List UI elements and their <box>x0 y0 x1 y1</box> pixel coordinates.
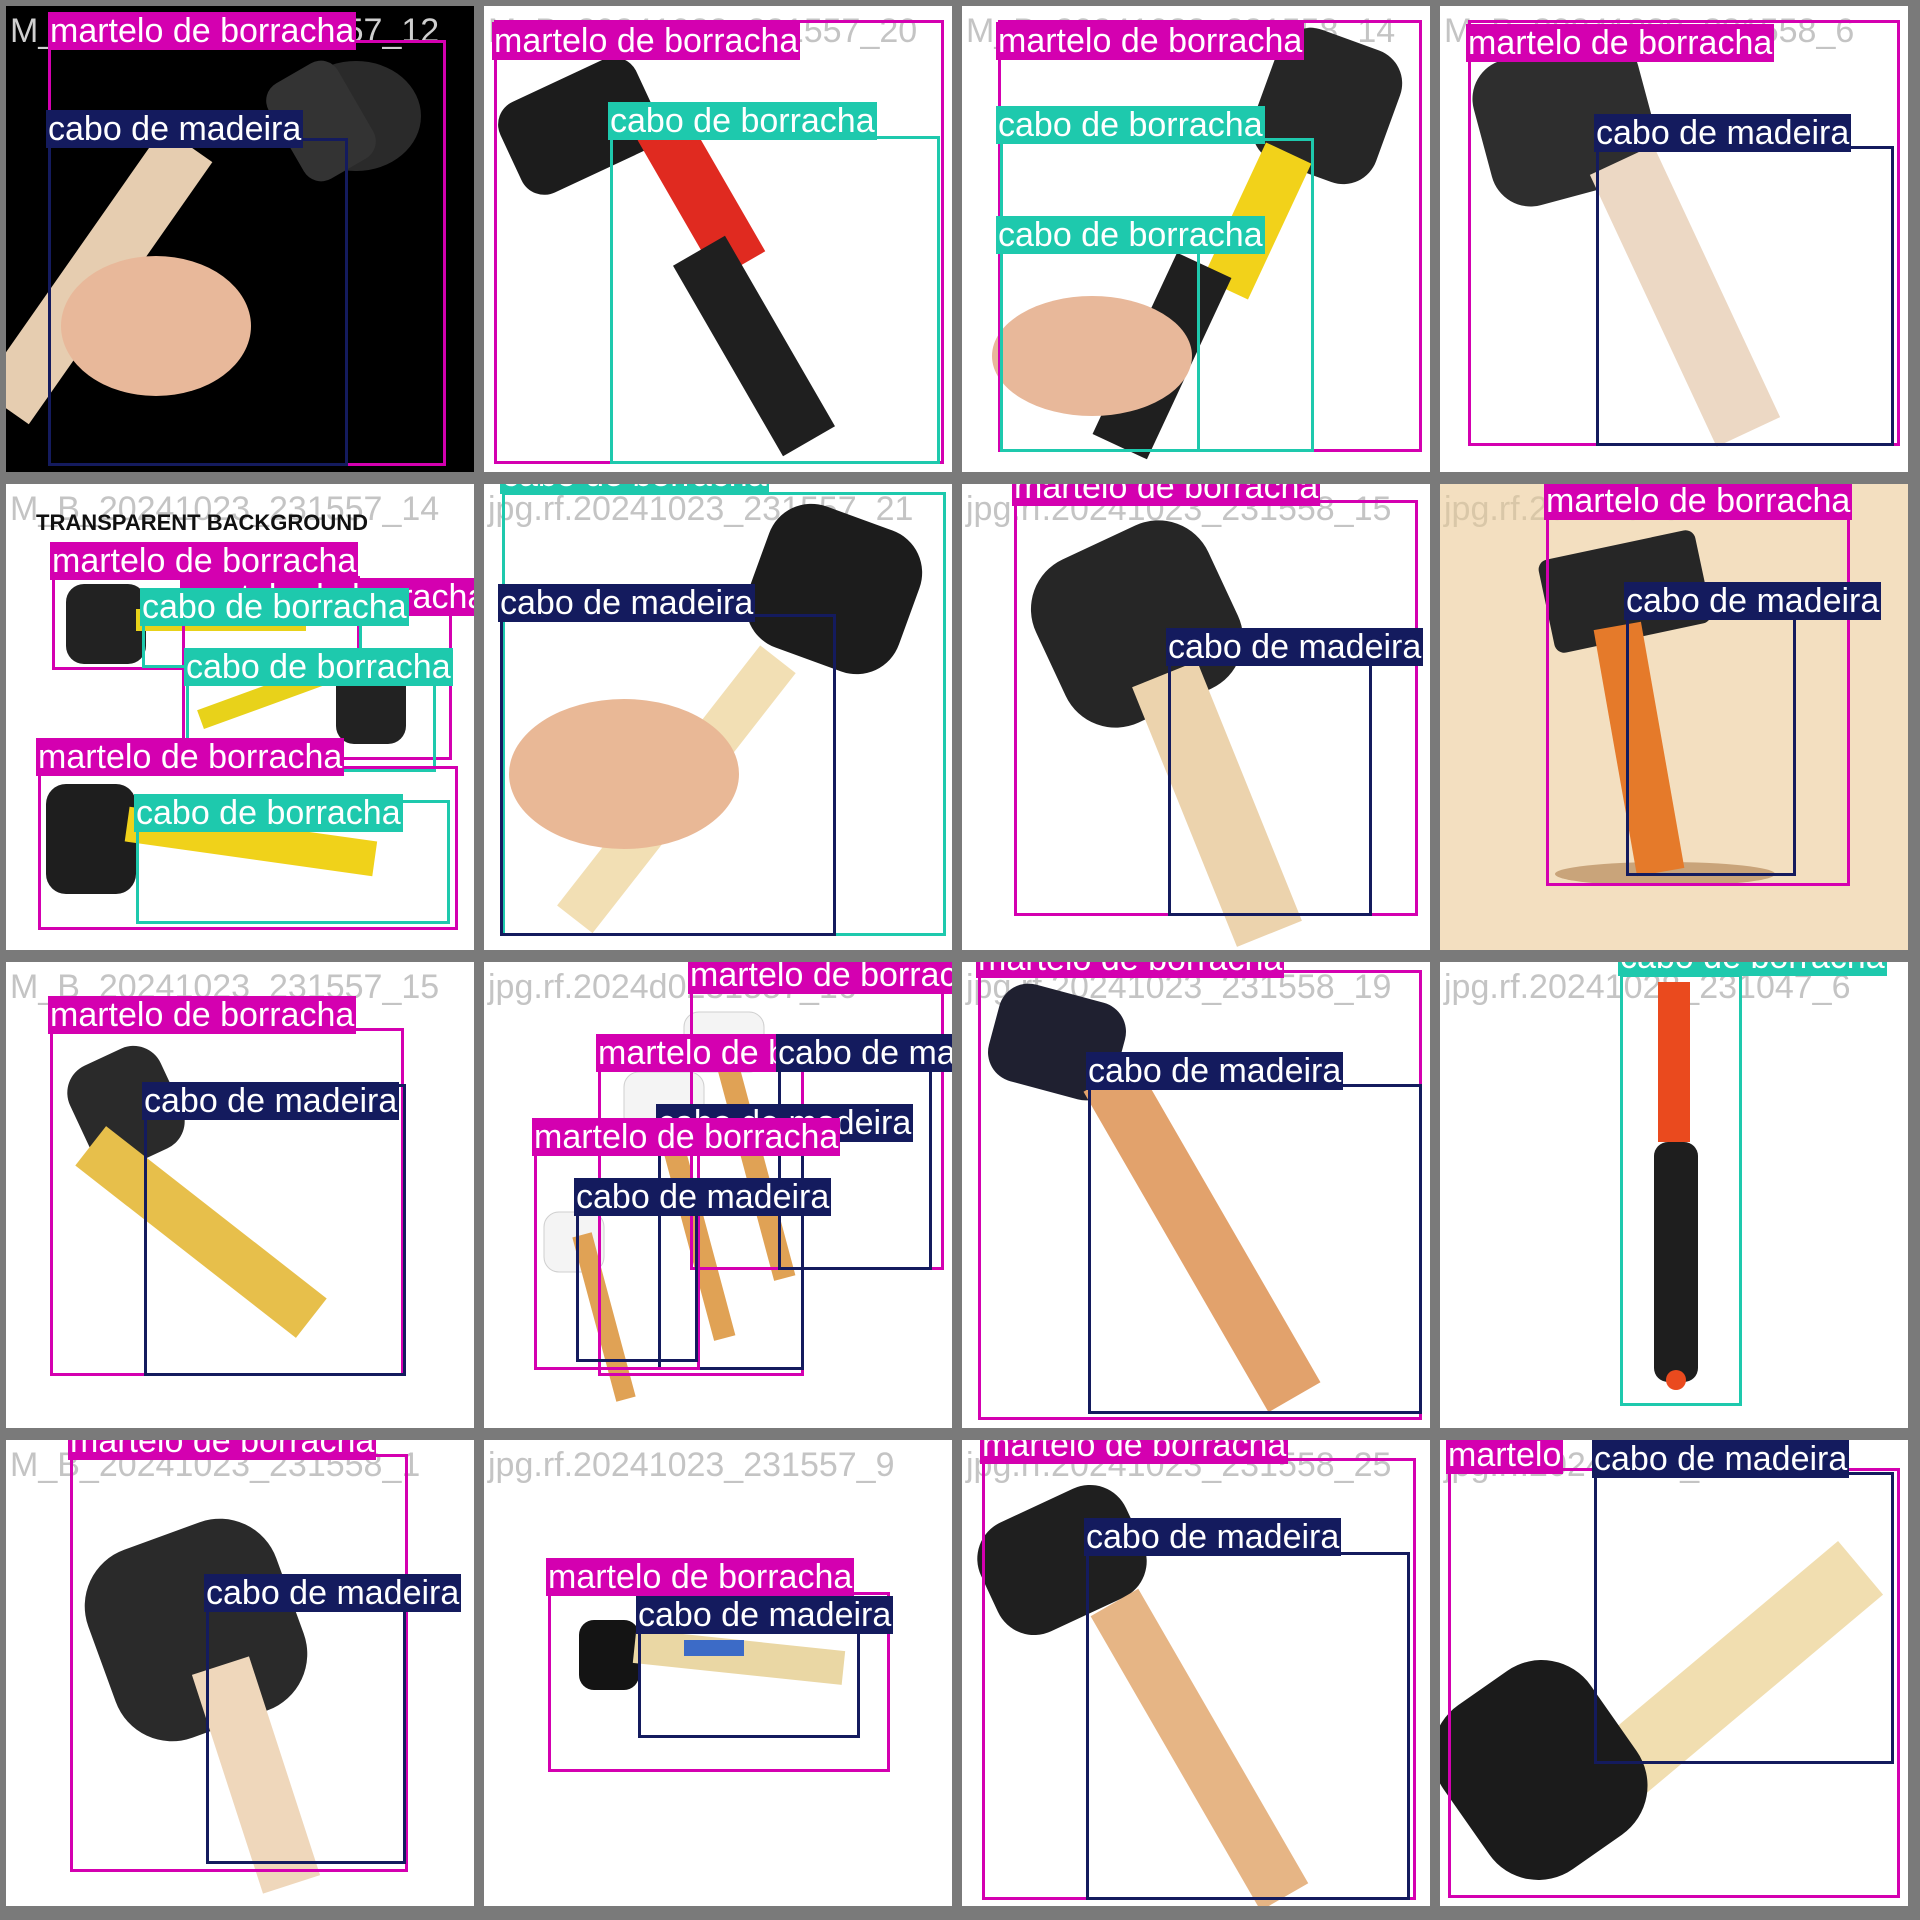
label-rubber-handle: cabo de borracha <box>1618 962 1887 976</box>
label-rubber-handle: cabo de borracha <box>608 102 877 140</box>
label-mallet: martelo de borracha <box>492 22 801 60</box>
label-mallet: martelo de borracha <box>546 1558 855 1596</box>
label-mallet: martelo de borracha <box>68 1440 377 1460</box>
label-wood-handle: cabo de madeira <box>1624 582 1882 620</box>
label-wood-handle: cabo de madeira <box>46 110 304 148</box>
tile-14: jpg.rf.20241023_231557_9 martelo de borr… <box>484 1440 952 1906</box>
tile-13: M_B_20241023_231558_1 martelo de borrach… <box>6 1440 474 1906</box>
tile-1: M_B_20241023_231557_12 martelo de borrac… <box>6 6 474 472</box>
mallet-photo <box>509 503 923 934</box>
tile-6: jpg.rf.20241023_231557_21 cabo de borrac… <box>484 484 952 950</box>
label-rubber-handle: cabo de borracha <box>134 794 403 832</box>
label-mallet: martelo de borracha <box>36 738 345 776</box>
label-wood-handle: cabo de madeira <box>1166 628 1424 666</box>
mallet-photo <box>579 1620 846 1690</box>
label-wood-handle: cabo de madeira <box>1594 114 1852 152</box>
label-rubber-handle: cabo de borracha <box>140 588 409 626</box>
bbox-wood-handle <box>1594 1472 1894 1764</box>
label-wood-handle: cabo de madeira <box>776 1034 952 1072</box>
label-mallet: martelo de borracha <box>48 12 357 50</box>
bbox-rubber-handle <box>1000 248 1200 452</box>
label-mallet: martelo de borracha <box>976 962 1285 978</box>
label-mallet: martelo de borracha <box>50 542 359 580</box>
tile-7: jpg.rf.20241023_231558_15 martelo de bor… <box>962 484 1430 950</box>
label-mallet: martelo de borracha <box>996 22 1305 60</box>
label-wood-handle: cabo de madeira <box>1086 1052 1344 1090</box>
tile-12: jpg.rf.20241028_231047_6 cabo de borrach… <box>1440 962 1908 1428</box>
mallet-photo <box>67 1045 327 1338</box>
label-mallet: martelo de borracha <box>688 962 952 994</box>
mallet-photo <box>1030 520 1302 947</box>
label-rubber-handle: cabo de borracha <box>996 216 1265 254</box>
image-filename: jpg.rf.20241023_231557_9 <box>488 1446 895 1484</box>
bbox-wood-handle <box>1168 660 1372 916</box>
mallet-photo <box>498 57 835 457</box>
bbox-wood-handle <box>206 1606 406 1864</box>
tile-11: jpg.rf.20241023_231558_19 martelo de bor… <box>962 962 1430 1428</box>
tile-9: M_B_20241023_231557_15 martelo de borrac… <box>6 962 474 1428</box>
bbox-wood-handle <box>1626 614 1796 876</box>
label-rubber-handle: cabo de borracha <box>184 648 453 686</box>
tile-5: M_B_20241023_231557_14 TRANSPARENT BACKG… <box>6 484 474 950</box>
tile-3: M_B_20241023_231558_14 martelo de borrac… <box>962 6 1430 472</box>
label-mallet: martelo de borracha <box>980 1440 1289 1464</box>
label-wood-handle: cabo de madeira <box>574 1178 832 1216</box>
label-wood-handle: cabo de madeira <box>142 1082 400 1120</box>
label-mallet: martelo de borracha <box>48 996 357 1034</box>
label-wood-handle: cabo de madeira <box>636 1596 894 1634</box>
tile-10: jpg.rf.2024d0231557_16 martelo de borrac… <box>484 962 952 1428</box>
bbox-wood-handle <box>638 1626 860 1738</box>
tile-4: M_B_20241023_231558_6 martelo de borrach… <box>1440 6 1908 472</box>
bbox-wood-handle <box>1088 1084 1422 1414</box>
mallet-photo <box>6 60 421 425</box>
bbox-rubber-handle <box>610 136 940 464</box>
tile-16: jpg.rf.20241023_231558 martelo cabo de m… <box>1440 1440 1908 1906</box>
label-mallet: martelo de borracha <box>1012 484 1321 506</box>
bbox-wood-handle <box>576 1210 698 1362</box>
label-wood-handle: cabo de madeira <box>1084 1518 1342 1556</box>
label-wood-handle: cabo de madeira <box>204 1574 462 1612</box>
label-mallet: martelo de borracha <box>1466 24 1775 62</box>
bbox-wood-handle <box>48 138 348 466</box>
mallet-photo <box>1472 35 1781 447</box>
label-rubber-handle: cabo de borracha <box>996 106 1265 144</box>
mallet-photo <box>1654 982 1698 1390</box>
bbox-wood-handle <box>144 1084 406 1376</box>
mallet-photo <box>1440 1541 1884 1880</box>
tile-8: jpg.rf.20241023 martelo de borracha cabo… <box>1440 484 1908 950</box>
label-rubber-handle: cabo de borracha <box>500 484 769 494</box>
image-filename: M_B_20241023_231557_14 <box>10 490 440 528</box>
label-mallet: martelo de borracha <box>532 1118 841 1156</box>
image-watermark-text: TRANSPARENT BACKGROUND <box>36 510 369 535</box>
label-wood-handle: cabo de madeira <box>1592 1440 1850 1478</box>
bbox-wood-handle <box>1596 146 1894 446</box>
label-mallet: martelo de borracha <box>1544 484 1853 520</box>
label-mallet: martelo <box>1446 1440 1564 1474</box>
bbox-wood-handle <box>1086 1552 1410 1900</box>
tile-15: jpg.rf.20241023_231558_25 martelo de bor… <box>962 1440 1430 1906</box>
tile-2: M_B_20241023_231557_20 martelo de borrac… <box>484 6 952 472</box>
bbox-rubber-handle <box>1620 974 1742 1406</box>
bbox-wood-handle <box>500 614 836 936</box>
label-wood-handle: cabo de madeira <box>498 584 756 622</box>
